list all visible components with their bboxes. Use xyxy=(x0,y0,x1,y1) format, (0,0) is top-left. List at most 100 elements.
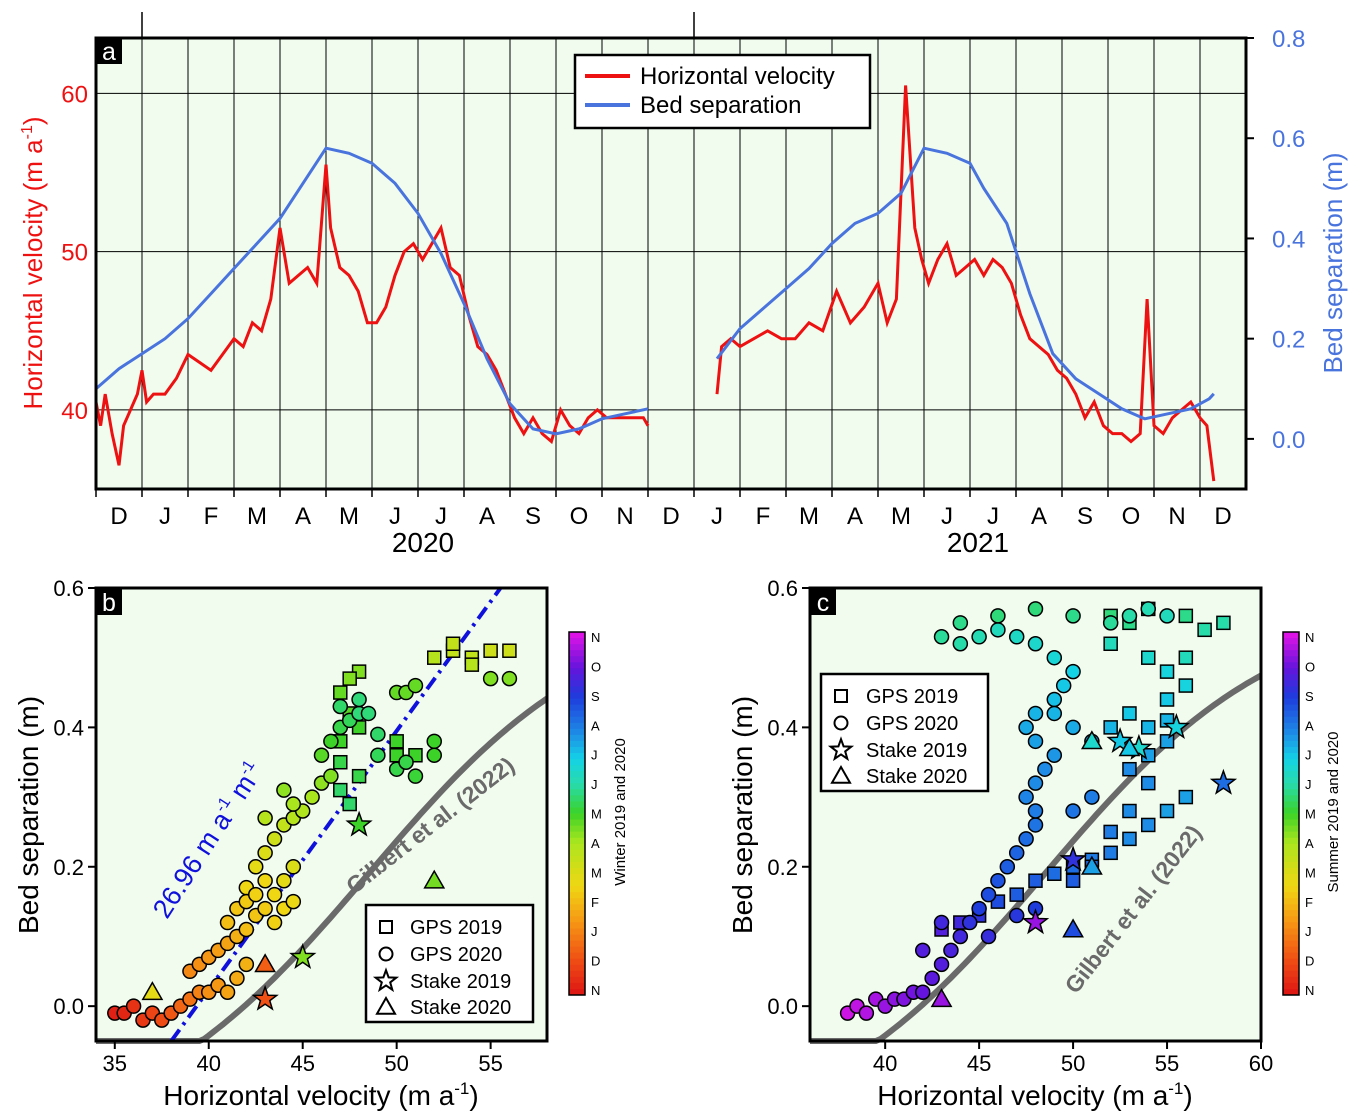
colorbar-segment xyxy=(1283,783,1299,790)
gps2019-point xyxy=(427,650,442,665)
gps2020-point xyxy=(1018,831,1034,847)
gps2020-point xyxy=(219,914,236,931)
colorbar-segment xyxy=(569,753,585,760)
gps2020-point xyxy=(1008,629,1025,645)
velocity-series-line xyxy=(94,85,1216,482)
colorbar-segment xyxy=(1283,668,1299,675)
stake2020-point xyxy=(1062,918,1084,938)
panel-a-label-box xyxy=(96,38,122,64)
gps2020-point xyxy=(933,956,950,973)
gps2019-point xyxy=(333,754,348,770)
colorbar-segment xyxy=(569,982,585,990)
legend-triangle-symbol xyxy=(830,764,852,784)
colorbar-segment xyxy=(569,970,585,978)
b-xlabel-sup: -1 xyxy=(454,1079,469,1098)
gps2020-point xyxy=(858,1005,875,1021)
gps2020-point xyxy=(266,886,283,903)
left-tick-label: 40 xyxy=(61,398,88,425)
gps2019-point xyxy=(333,782,348,798)
x-tick-label: 50 xyxy=(384,1051,408,1076)
colorbar-segment xyxy=(569,795,585,802)
colorbar-segment xyxy=(1283,867,1299,875)
gps2019-point xyxy=(389,734,404,749)
gps2020-point xyxy=(398,754,414,770)
gps2020-point xyxy=(1065,719,1081,736)
gps2020-point xyxy=(407,677,424,694)
colorbar-tick-label: J xyxy=(1305,748,1312,763)
colorbar-tick-label: J xyxy=(1305,777,1312,792)
gps2019-point xyxy=(1103,845,1118,861)
gps2020-point xyxy=(1065,608,1081,624)
gps2019-point xyxy=(1103,824,1118,840)
colorbar-tick-label: J xyxy=(591,924,598,939)
gps2019-point xyxy=(1178,789,1194,805)
colorbar-segment xyxy=(1283,904,1299,911)
gps2020-point xyxy=(1027,601,1044,617)
colorbar-segment xyxy=(569,632,585,639)
colorbar-segment xyxy=(569,928,585,935)
gps2019-point xyxy=(1159,734,1175,749)
legend-triangle-symbol xyxy=(375,995,397,1015)
panel-c-colorbar-label: Summer 2019 and 2020 xyxy=(1325,732,1342,893)
colorbar-segment xyxy=(569,662,585,669)
gps2020-point xyxy=(266,831,283,847)
colorbar-segment xyxy=(1283,662,1299,669)
y-tick-label: 0.6 xyxy=(53,576,84,601)
legend-c-stake2020: Stake 2020 xyxy=(866,766,967,788)
gps2020-point xyxy=(285,859,302,875)
x-tick-label: 45 xyxy=(967,1051,991,1076)
x-tick-label: 55 xyxy=(478,1051,502,1076)
linear-fit-line xyxy=(169,586,503,1043)
month-label: A xyxy=(295,503,311,530)
colorbar-segment xyxy=(1283,656,1299,663)
legend-symbols-b xyxy=(372,920,400,1015)
gps2020-point xyxy=(257,810,273,826)
right-tick-label: 0.2 xyxy=(1272,327,1305,354)
colorbar-tick-label: N xyxy=(1305,983,1314,998)
x-tick-label: 40 xyxy=(197,1051,221,1076)
panel-b-label: b xyxy=(102,589,116,617)
panel-c: 40 45 50 55 60 0.0 0.2 0.4 0.6 Horizontal veloci… xyxy=(727,576,1342,1111)
colorbar-segment xyxy=(1283,831,1299,839)
colorbar-segment xyxy=(569,886,585,893)
gps2020-point xyxy=(1046,705,1063,722)
gps2020-point xyxy=(426,747,442,764)
panel-c-y-label: Bed separation (m) xyxy=(727,696,758,934)
colorbar-segment xyxy=(569,952,585,960)
panel-a-legend: Horizontal velocity Bed separation xyxy=(573,53,872,130)
colorbar-segment xyxy=(1283,680,1299,687)
gps2020-point xyxy=(915,942,931,959)
month-label: J xyxy=(711,503,723,530)
left-axis-label-main: Horizontal velocity (m a xyxy=(18,139,48,410)
stake2019-point xyxy=(1209,768,1238,795)
gps2020-point xyxy=(247,859,264,875)
gps2020-point xyxy=(1037,761,1053,777)
colorbar-segment xyxy=(1283,988,1299,996)
gps2020-point xyxy=(971,900,987,917)
colorbar-segment xyxy=(1283,819,1299,827)
colorbar-segment xyxy=(569,710,585,718)
colorbar-segment xyxy=(1283,789,1299,796)
stake2020-point xyxy=(141,981,164,1001)
colorbar-segment xyxy=(1283,795,1299,802)
legend-box-b xyxy=(364,903,535,1024)
gps2020-point xyxy=(990,622,1006,638)
colorbar-tick-label: M xyxy=(591,807,602,822)
colorbar-segment xyxy=(569,837,585,845)
gps2020-point xyxy=(1027,705,1044,722)
colorbar-tick-label: A xyxy=(591,718,600,733)
colorbar-segment xyxy=(1283,728,1299,736)
gps2019-point xyxy=(1141,817,1156,833)
colorbar-tick-label: A xyxy=(591,836,600,851)
right-tick-label: 0.6 xyxy=(1272,126,1305,153)
colorbar-segment xyxy=(1283,940,1299,948)
panel-a-left-axis-label: Horizontal velocity (m a-1) xyxy=(18,116,48,409)
colorbar-segment xyxy=(569,704,585,712)
month-label: F xyxy=(756,503,771,530)
gps2019-point xyxy=(342,796,357,812)
gps2020-point xyxy=(285,796,302,812)
colorbar-segment xyxy=(569,976,585,984)
gps2020-point xyxy=(323,768,339,784)
legend-velocity-label: Horizontal velocity xyxy=(640,63,835,90)
